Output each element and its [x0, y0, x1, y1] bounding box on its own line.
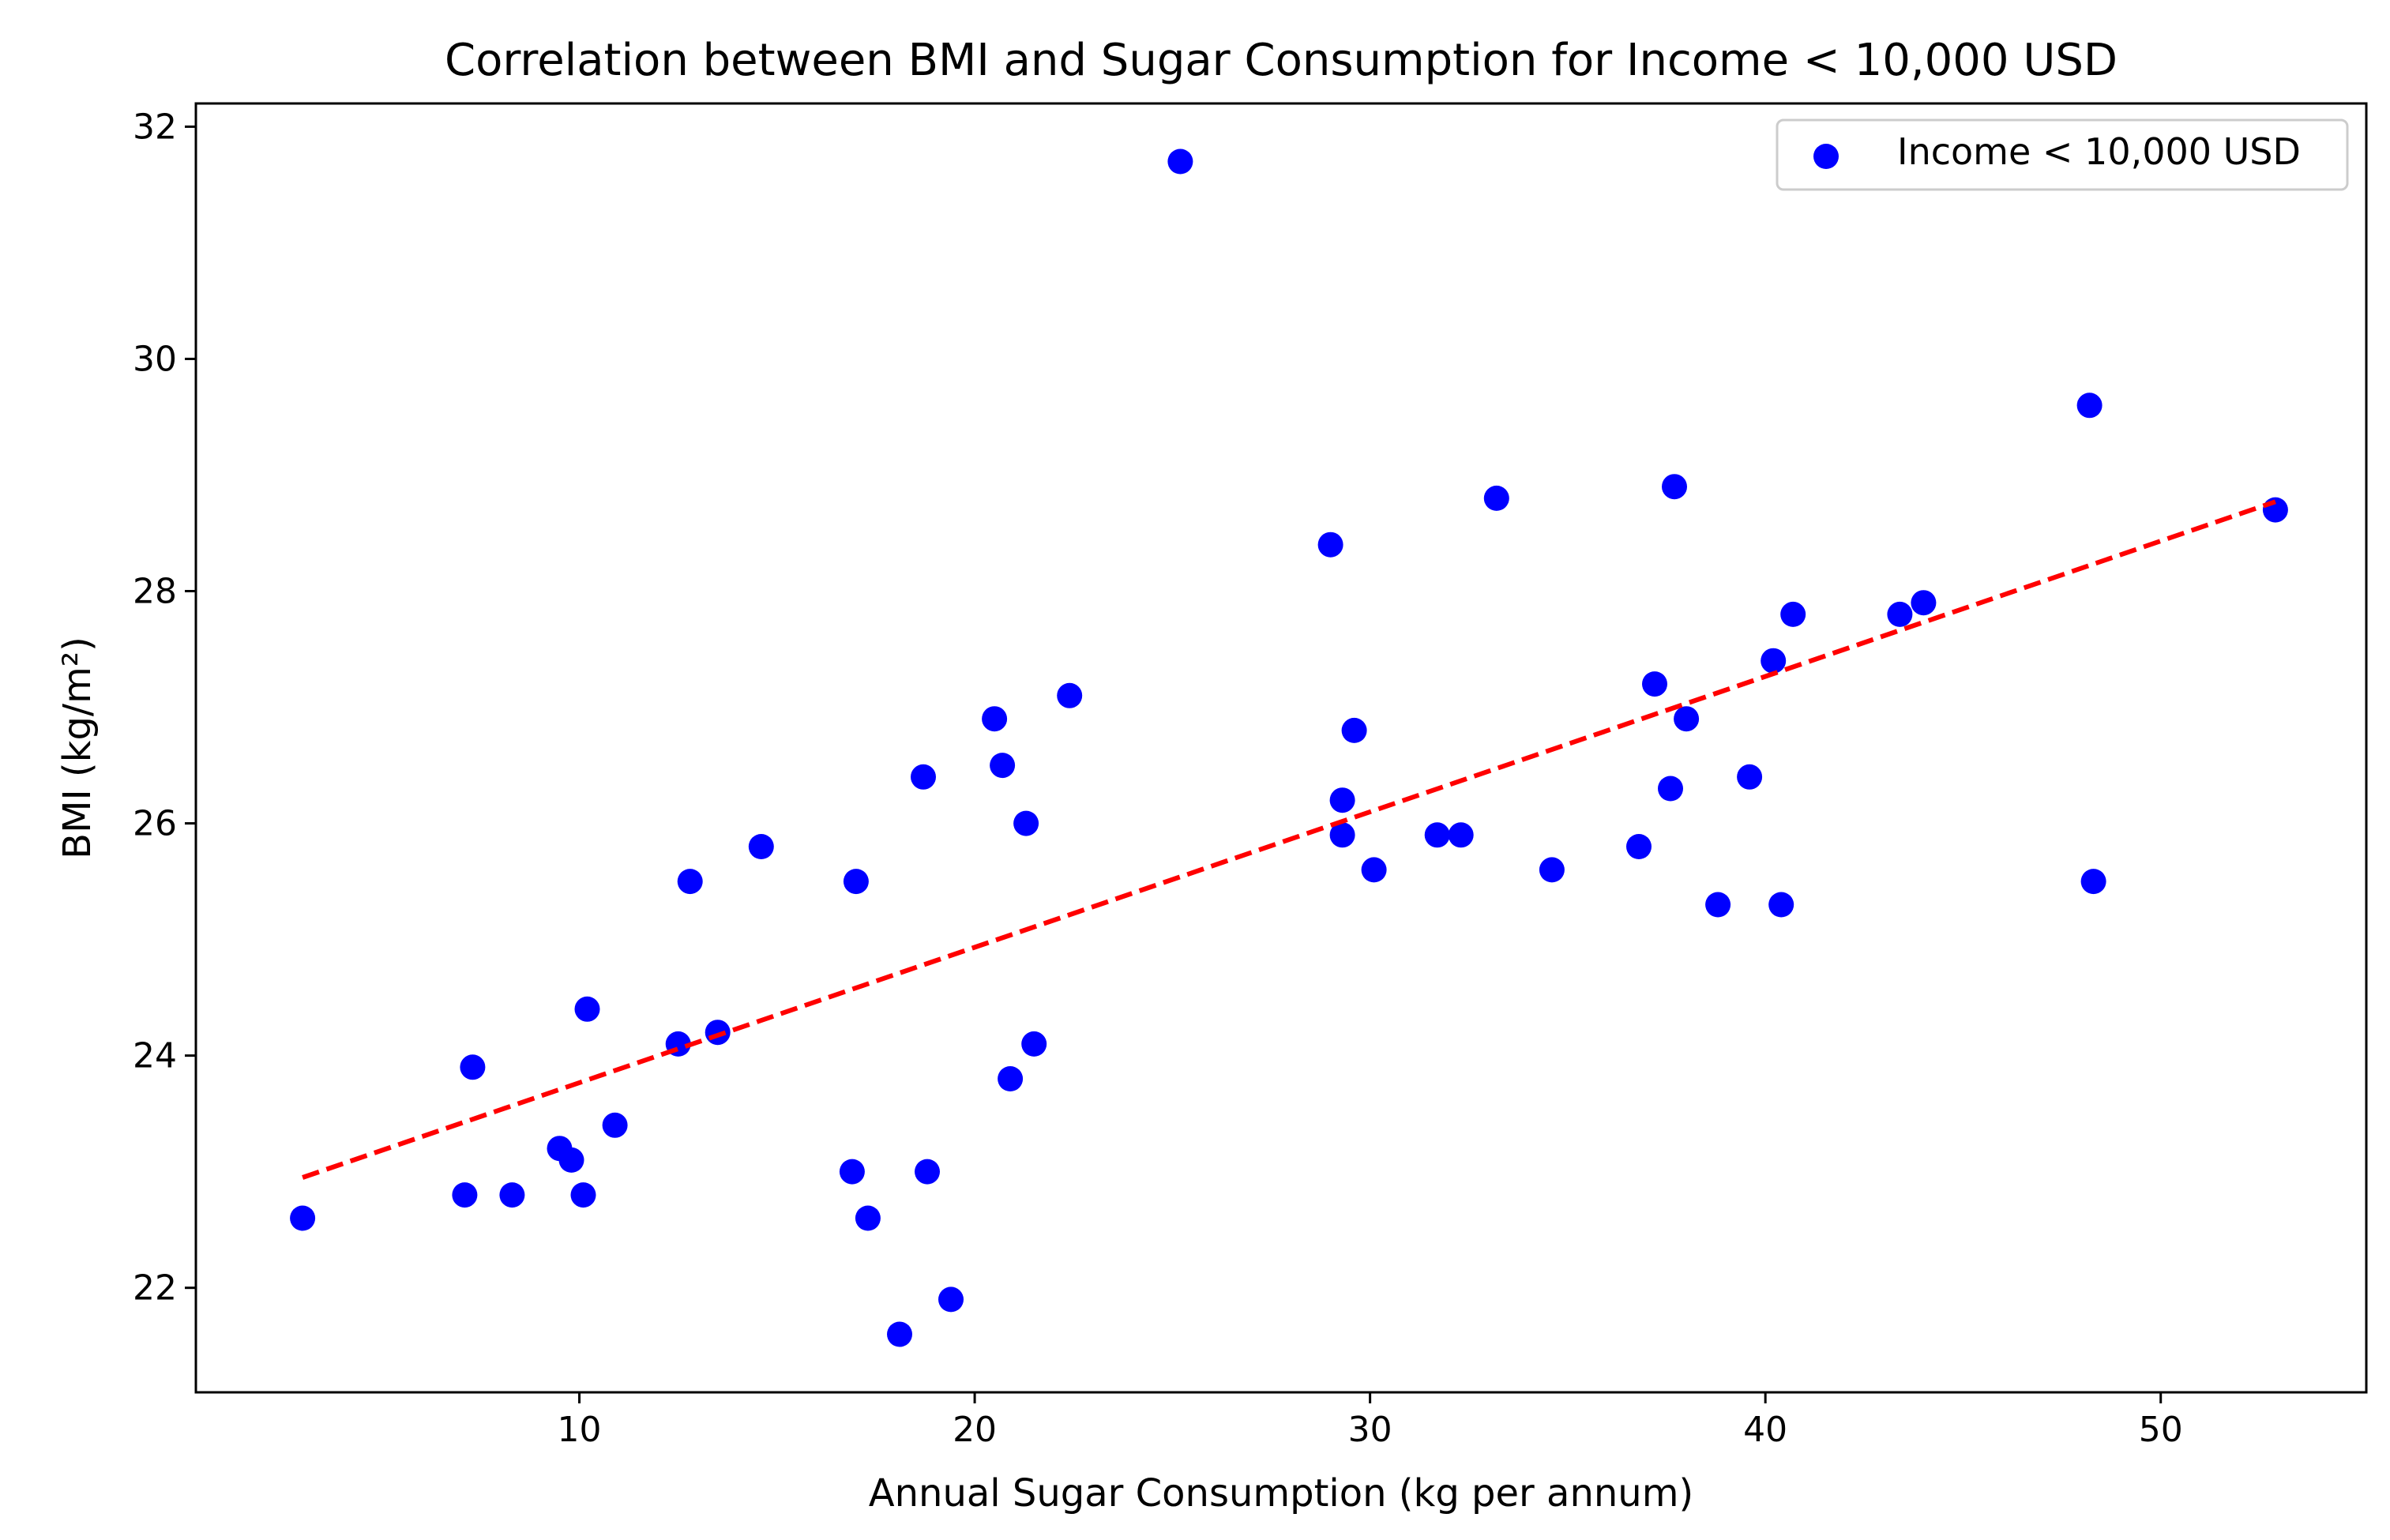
scatter-point [1911, 590, 1937, 616]
scatter-point [558, 1147, 584, 1173]
scatter-point [855, 1205, 881, 1231]
chart-title: Correlation between BMI and Sugar Consum… [445, 35, 2118, 86]
scatter-point [1329, 787, 1355, 813]
scatter-point [1626, 834, 1652, 859]
y-tick-label: 22 [133, 1268, 177, 1309]
scatter-point [982, 706, 1008, 732]
y-tick-label: 32 [133, 107, 177, 147]
scatter-point [1737, 764, 1763, 790]
scatter-point [1167, 148, 1193, 175]
scatter-point [1539, 857, 1565, 883]
legend-label: Income < 10,000 USD [1897, 130, 2301, 173]
scatter-point [1057, 682, 1083, 708]
y-tick-label: 28 [133, 572, 177, 612]
x-axis-ticks: 10 20 30 40 50 [558, 1392, 2183, 1450]
trendline [302, 499, 2276, 1180]
scatter-point [1658, 776, 1683, 802]
scatter-point [748, 834, 774, 859]
x-tick-label: 40 [1743, 1410, 1787, 1450]
y-tick-label: 30 [133, 339, 177, 379]
x-axis-label: Annual Sugar Consumption (kg per annum) [869, 1471, 1693, 1516]
scatter-point [1329, 822, 1355, 848]
scatter-point [843, 869, 869, 895]
scatter-point [839, 1159, 865, 1185]
scatter-point [938, 1286, 964, 1313]
x-tick-label: 10 [558, 1410, 602, 1450]
scatter-point [1013, 810, 1039, 836]
y-tick-label: 24 [133, 1036, 177, 1076]
scatter-point [1317, 531, 1343, 558]
scatter-point [1768, 892, 1794, 918]
scatter-point [1761, 648, 1787, 674]
scatter-point [677, 869, 703, 895]
scatter-point [990, 753, 1016, 779]
scatter-point [2262, 497, 2288, 523]
scatter-point [1662, 474, 1687, 500]
scatter-point [1642, 671, 1667, 697]
scatter-point [887, 1321, 912, 1347]
scatter-point [574, 996, 600, 1022]
plot-frame [194, 102, 2368, 1394]
scatter-point [452, 1182, 478, 1208]
scatter-point [1887, 601, 1913, 627]
scatter-point [1448, 822, 1474, 848]
scatter-point [499, 1182, 525, 1208]
x-tick-label: 20 [953, 1410, 997, 1450]
legend-box [1776, 118, 2349, 191]
x-tick-label: 30 [1348, 1410, 1392, 1450]
trendline-layer [302, 499, 2276, 1180]
scatter-point [1361, 857, 1387, 883]
scatter-point [2080, 869, 2106, 895]
scatter-point [1674, 706, 1700, 732]
legend: Income < 10,000 USD [1776, 118, 2349, 191]
scatter-point [570, 1182, 596, 1208]
x-tick-label: 50 [2139, 1410, 2183, 1450]
scatter-point [1021, 1031, 1047, 1057]
scatter-point [290, 1205, 316, 1231]
scatter-point [998, 1066, 1024, 1091]
scatter-point [911, 764, 936, 790]
scatter-point [1780, 601, 1806, 627]
scatter-point [460, 1054, 486, 1080]
scatter-point [1424, 822, 1450, 848]
scatter-point [705, 1020, 731, 1046]
scatter-point [602, 1112, 628, 1138]
y-axis-ticks: 22 24 26 28 30 32 [133, 107, 196, 1309]
points-layer [290, 148, 2288, 1347]
scatter-point [1341, 717, 1367, 743]
scatter-point [2076, 393, 2103, 419]
y-axis-label: BMI (kg/m²) [55, 637, 100, 859]
legend-marker [1813, 144, 1839, 169]
scatter-point [915, 1159, 940, 1185]
scatter-point [1483, 485, 1509, 511]
scatter-point [1705, 892, 1731, 918]
y-tick-label: 26 [133, 804, 177, 844]
